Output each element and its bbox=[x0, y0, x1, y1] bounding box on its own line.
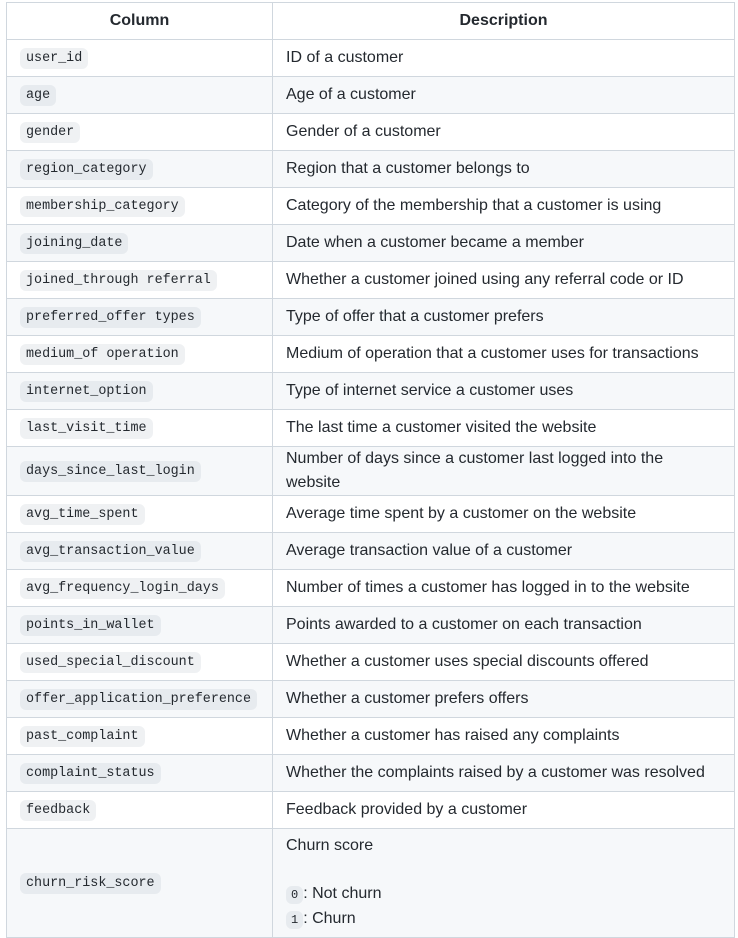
value-label: : Churn bbox=[303, 910, 356, 927]
column-description: Whether a customer has raised any compla… bbox=[272, 717, 735, 755]
table-row: membership_category Category of the membe… bbox=[6, 187, 735, 225]
value-item: 1: Churn bbox=[286, 907, 721, 932]
column-name: user_id bbox=[20, 48, 89, 69]
column-name-cell: days_since_last_login bbox=[6, 446, 273, 496]
value-label: : Not churn bbox=[303, 885, 382, 902]
column-description: Churn score 0: Not churn 1: Churn bbox=[272, 828, 735, 938]
table-row: complaint_status Whether the complaints r… bbox=[6, 754, 735, 792]
column-name: membership_category bbox=[20, 196, 185, 217]
column-description: Medium of operation that a customer uses… bbox=[272, 335, 735, 373]
table-row: user_id ID of a customer bbox=[6, 39, 735, 77]
table-row: joining_date Date when a customer became … bbox=[6, 224, 735, 262]
header-row: Column Description bbox=[6, 2, 735, 40]
column-name: used_special_discount bbox=[20, 652, 201, 673]
column-name: feedback bbox=[20, 800, 97, 821]
column-name-cell: churn_risk_score bbox=[6, 828, 273, 938]
column-name-cell: complaint_status bbox=[6, 754, 273, 792]
table-row: feedback Feedback provided by a customer bbox=[6, 791, 735, 829]
column-name: past_complaint bbox=[20, 726, 145, 747]
column-name-cell: avg_transaction_value bbox=[6, 532, 273, 570]
value-item: 0: Not churn bbox=[286, 882, 721, 907]
value-code: 1 bbox=[286, 911, 304, 929]
column-name: points_in_wallet bbox=[20, 615, 161, 636]
column-name-cell: user_id bbox=[6, 39, 273, 77]
column-description: The last time a customer visited the web… bbox=[272, 409, 735, 447]
column-name: region_category bbox=[20, 159, 153, 180]
column-name: avg_time_spent bbox=[20, 504, 145, 525]
column-name: churn_risk_score bbox=[20, 873, 161, 894]
description-title: Churn score bbox=[286, 837, 374, 854]
column-name-cell: region_category bbox=[6, 150, 273, 188]
column-description: Whether a customer prefers offers bbox=[272, 680, 735, 718]
column-description: Date when a customer became a member bbox=[272, 224, 735, 262]
column-description: Type of offer that a customer prefers bbox=[272, 298, 735, 336]
description-header: Description bbox=[272, 2, 735, 40]
table-row: past_complaint Whether a customer has rai… bbox=[6, 717, 735, 755]
column-name: avg_transaction_value bbox=[20, 541, 201, 562]
table-row: medium_of operation Medium of operation t… bbox=[6, 335, 735, 373]
table-row: avg_frequency_login_days Number of times … bbox=[6, 569, 735, 607]
table-row: internet_option Type of internet service … bbox=[6, 372, 735, 410]
column-description: Number of times a customer has logged in… bbox=[272, 569, 735, 607]
column-name-cell: preferred_offer types bbox=[6, 298, 273, 336]
column-name: gender bbox=[20, 122, 81, 143]
table-row: days_since_last_login Number of days sinc… bbox=[6, 446, 735, 496]
table-row: gender Gender of a customer bbox=[6, 113, 735, 151]
table-row: offer_application_preference Whether a cu… bbox=[6, 680, 735, 718]
column-name: days_since_last_login bbox=[20, 461, 201, 482]
column-name-cell: offer_application_preference bbox=[6, 680, 273, 718]
column-name-cell: medium_of operation bbox=[6, 335, 273, 373]
column-description: Number of days since a customer last log… bbox=[272, 446, 735, 496]
column-name-cell: used_special_discount bbox=[6, 643, 273, 681]
column-description: Average time spent by a customer on the … bbox=[272, 495, 735, 533]
column-name: last_visit_time bbox=[20, 418, 153, 439]
table-row: churn_risk_score Churn score 0: Not chur… bbox=[6, 828, 735, 938]
column-description: Points awarded to a customer on each tra… bbox=[272, 606, 735, 644]
column-name-cell: points_in_wallet bbox=[6, 606, 273, 644]
table-row: avg_time_spent Average time spent by a cu… bbox=[6, 495, 735, 533]
column-name-cell: joined_through referral bbox=[6, 261, 273, 299]
column-header: Column bbox=[6, 2, 273, 40]
column-name-cell: last_visit_time bbox=[6, 409, 273, 447]
column-description: Feedback provided by a customer bbox=[272, 791, 735, 829]
table-row: used_special_discount Whether a customer … bbox=[6, 643, 735, 681]
column-description: Whether the complaints raised by a custo… bbox=[272, 754, 735, 792]
column-name-cell: membership_category bbox=[6, 187, 273, 225]
column-name-cell: gender bbox=[6, 113, 273, 151]
table-row: avg_transaction_value Average transaction… bbox=[6, 532, 735, 570]
column-name: joined_through referral bbox=[20, 270, 217, 291]
column-description: Region that a customer belongs to bbox=[272, 150, 735, 188]
table-row: joined_through referral Whether a custome… bbox=[6, 261, 735, 299]
column-name-cell: past_complaint bbox=[6, 717, 273, 755]
table-row: preferred_offer types Type of offer that … bbox=[6, 298, 735, 336]
column-name: age bbox=[20, 85, 57, 106]
column-name: avg_frequency_login_days bbox=[20, 578, 225, 599]
column-description: Gender of a customer bbox=[272, 113, 735, 151]
column-description: Average transaction value of a customer bbox=[272, 532, 735, 570]
column-description: Category of the membership that a custom… bbox=[272, 187, 735, 225]
table-row: age Age of a customer bbox=[6, 76, 735, 114]
column-name-cell: feedback bbox=[6, 791, 273, 829]
column-name-cell: avg_time_spent bbox=[6, 495, 273, 533]
column-description: Type of internet service a customer uses bbox=[272, 372, 735, 410]
column-name: internet_option bbox=[20, 381, 153, 402]
column-description: Whether a customer joined using any refe… bbox=[272, 261, 735, 299]
column-description: ID of a customer bbox=[272, 39, 735, 77]
table-row: points_in_wallet Points awarded to a cust… bbox=[6, 606, 735, 644]
column-name-cell: avg_frequency_login_days bbox=[6, 569, 273, 607]
columns-table: Column Description user_id ID of a custom… bbox=[6, 2, 735, 938]
column-name: medium_of operation bbox=[20, 344, 185, 365]
table-row: last_visit_time The last time a customer … bbox=[6, 409, 735, 447]
column-name: joining_date bbox=[20, 233, 129, 254]
value-code: 0 bbox=[286, 886, 304, 904]
column-description: Whether a customer uses special discount… bbox=[272, 643, 735, 681]
column-name: preferred_offer types bbox=[20, 307, 201, 328]
column-name: offer_application_preference bbox=[20, 689, 257, 710]
column-name-cell: joining_date bbox=[6, 224, 273, 262]
column-name-cell: age bbox=[6, 76, 273, 114]
column-name: complaint_status bbox=[20, 763, 161, 784]
column-name-cell: internet_option bbox=[6, 372, 273, 410]
column-description: Age of a customer bbox=[272, 76, 735, 114]
table-row: region_category Region that a customer be… bbox=[6, 150, 735, 188]
